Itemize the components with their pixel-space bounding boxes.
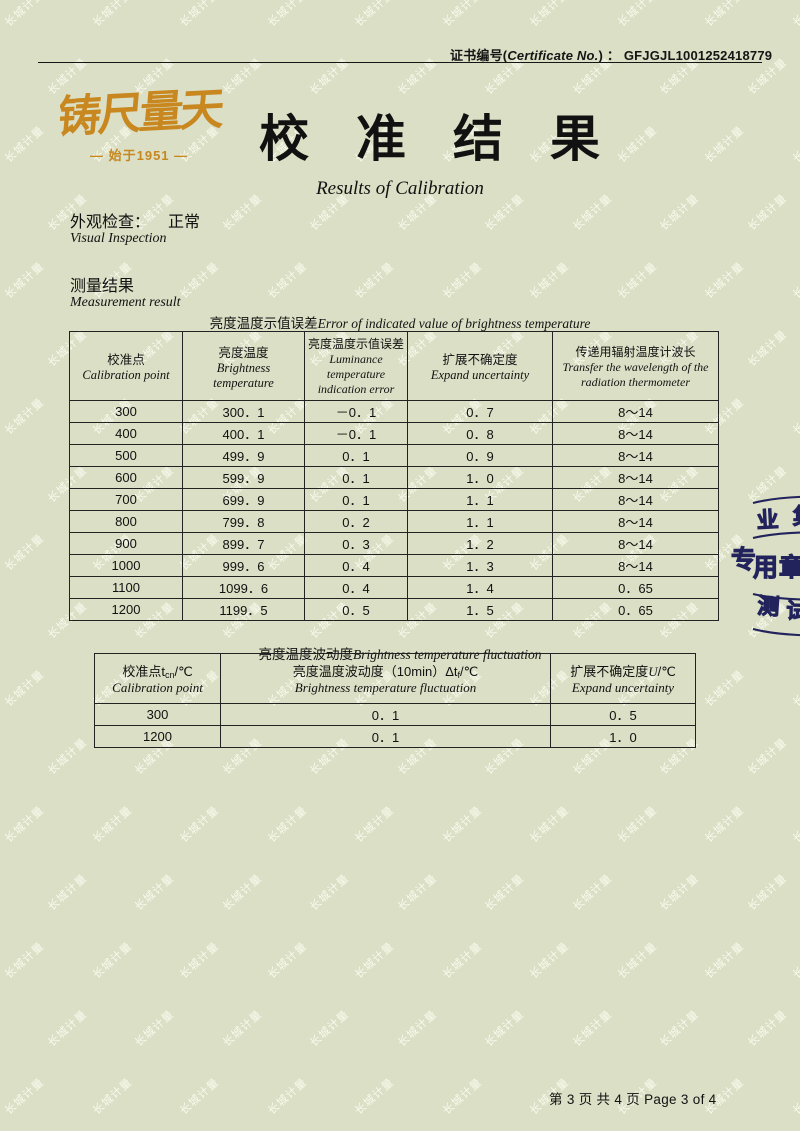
svg-text:试: 试 [786, 598, 800, 624]
svg-text:业: 业 [756, 507, 779, 533]
svg-text:铸尺量天: 铸尺量天 [60, 85, 227, 143]
svg-text:集: 集 [792, 504, 800, 529]
svg-text:测: 测 [757, 593, 781, 619]
svg-text:章: 章 [779, 553, 800, 582]
svg-text:用: 用 [753, 554, 778, 582]
svg-text:— 始于1951 —: — 始于1951 — [90, 148, 188, 163]
svg-text:专: 专 [731, 545, 756, 574]
